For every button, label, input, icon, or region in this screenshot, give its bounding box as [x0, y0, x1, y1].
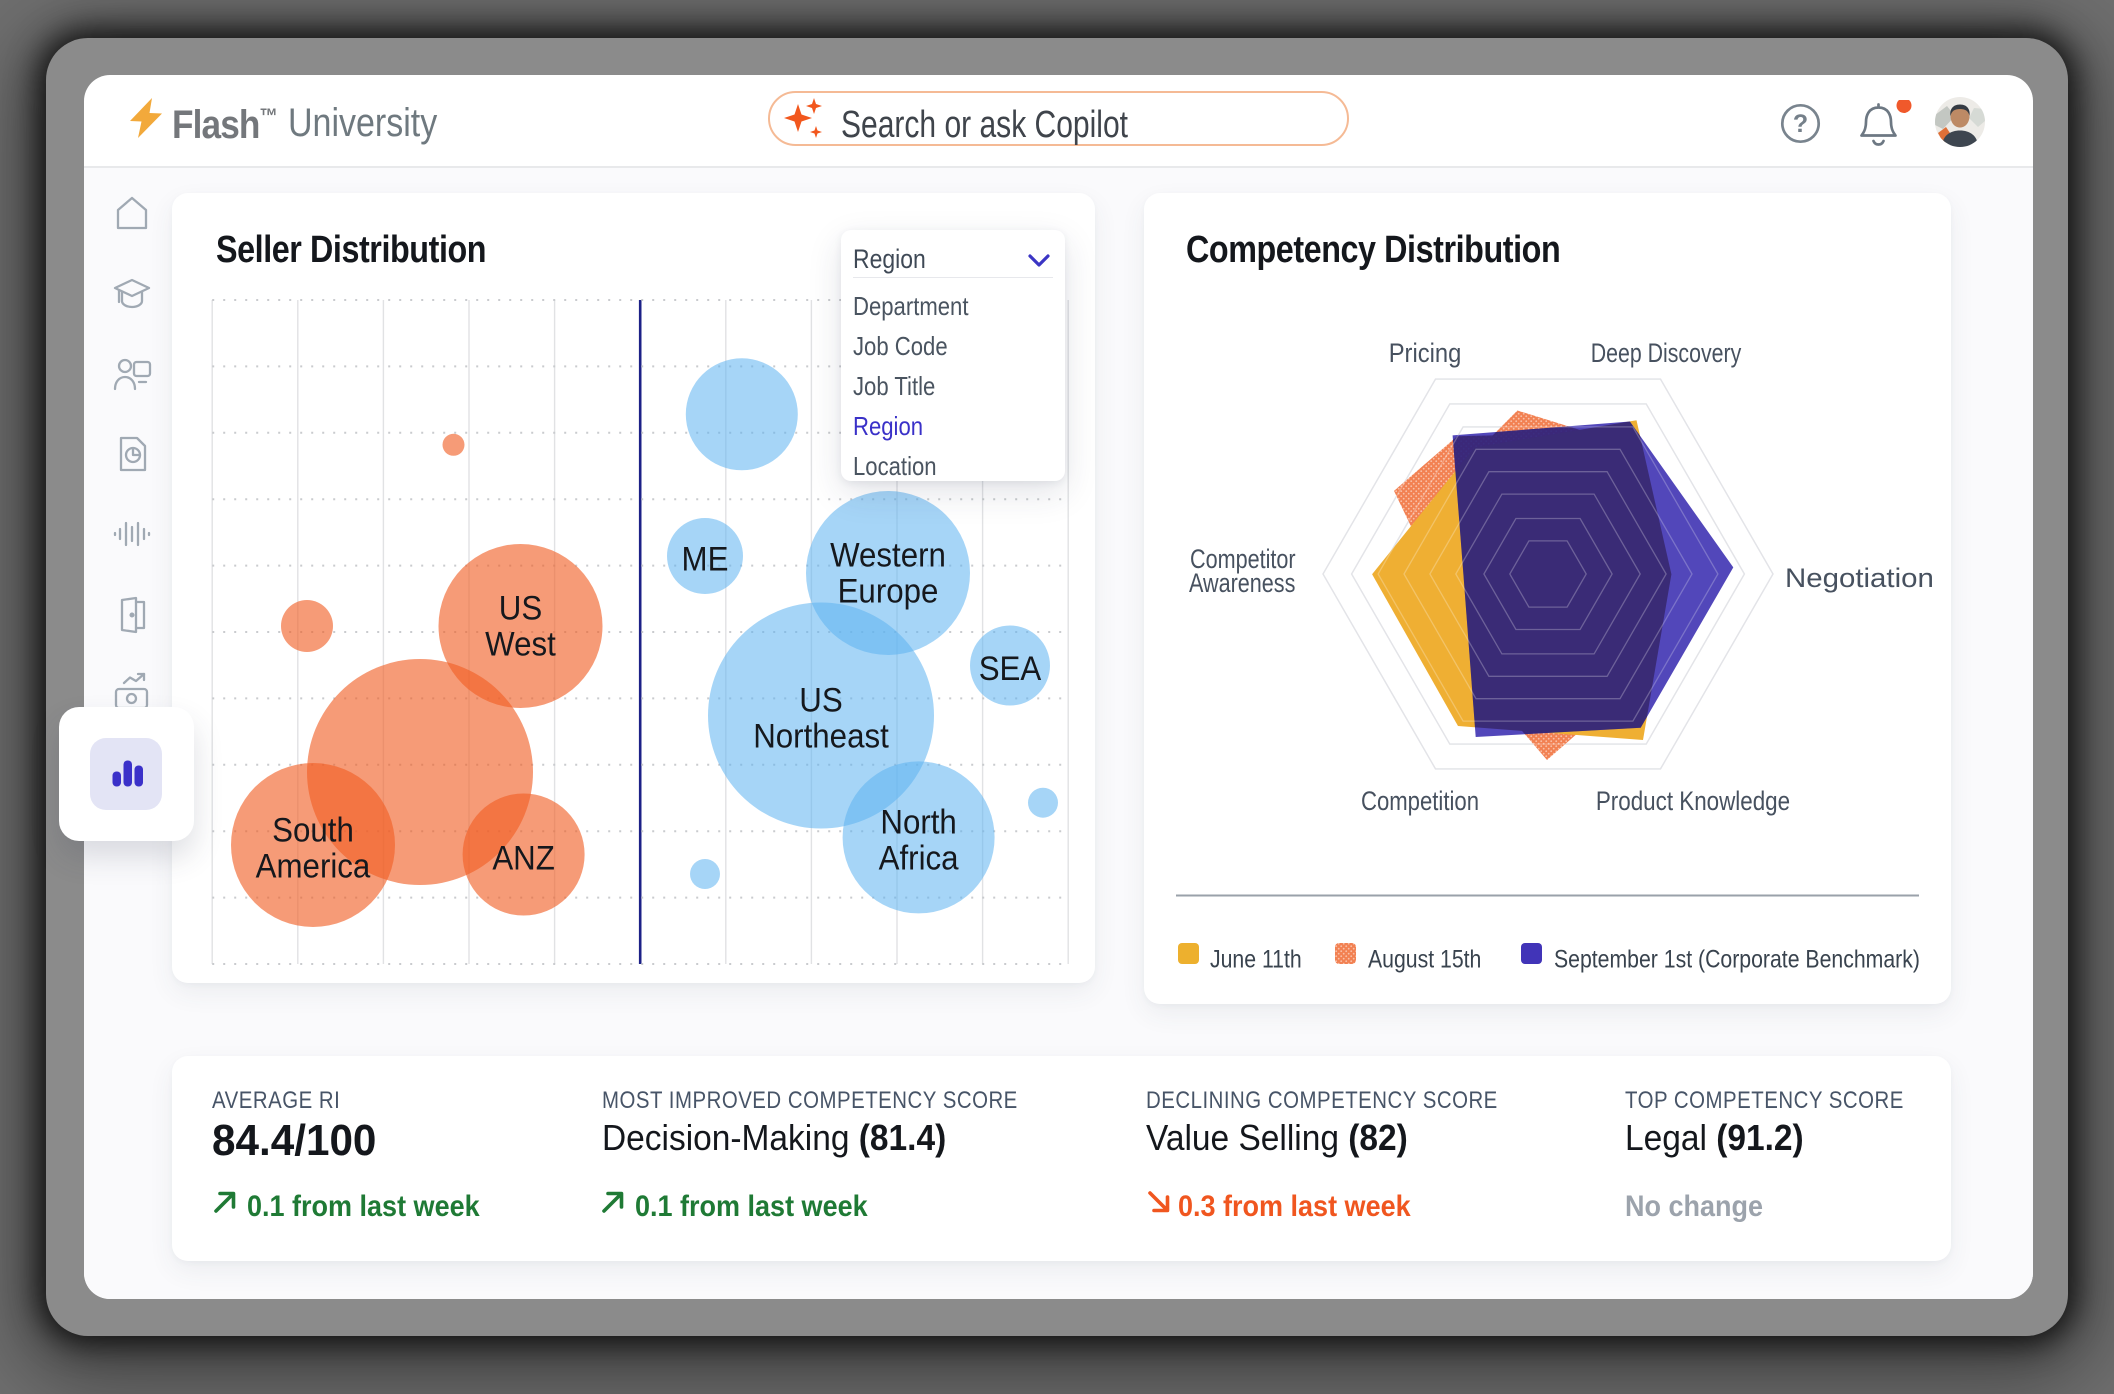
svg-text:?: ?	[1793, 110, 1808, 138]
svg-text:September 1st (Corporate Bench: September 1st (Corporate Benchmark)	[1554, 945, 1920, 973]
svg-text:Deep Discovery: Deep Discovery	[1591, 339, 1742, 369]
svg-text:ME: ME	[682, 539, 729, 578]
svg-text:June 11th: June 11th	[1210, 945, 1302, 973]
svg-text:Africa: Africa	[879, 838, 960, 877]
svg-text:August 15th: August 15th	[1368, 945, 1481, 973]
svg-text:Western: Western	[830, 535, 946, 574]
svg-text:Competitor: Competitor	[1190, 545, 1296, 575]
svg-text:Competition: Competition	[1361, 787, 1479, 817]
svg-text:Product Knowledge: Product Knowledge	[1596, 787, 1790, 816]
svg-text:Pricing: Pricing	[1389, 339, 1462, 369]
svg-text:Negotiation: Negotiation	[1785, 562, 1934, 593]
svg-text:South: South	[272, 810, 354, 849]
svg-text:US: US	[799, 680, 842, 719]
svg-text:ANZ: ANZ	[492, 838, 555, 877]
svg-text:West: West	[485, 624, 556, 663]
svg-text:Awareness: Awareness	[1189, 569, 1295, 599]
svg-text:Northeast: Northeast	[753, 716, 889, 755]
svg-text:SEA: SEA	[979, 649, 1042, 688]
svg-text:North: North	[880, 802, 956, 841]
svg-text:America: America	[256, 846, 371, 885]
svg-text:US: US	[499, 588, 542, 627]
svg-text:Europe: Europe	[838, 571, 939, 610]
